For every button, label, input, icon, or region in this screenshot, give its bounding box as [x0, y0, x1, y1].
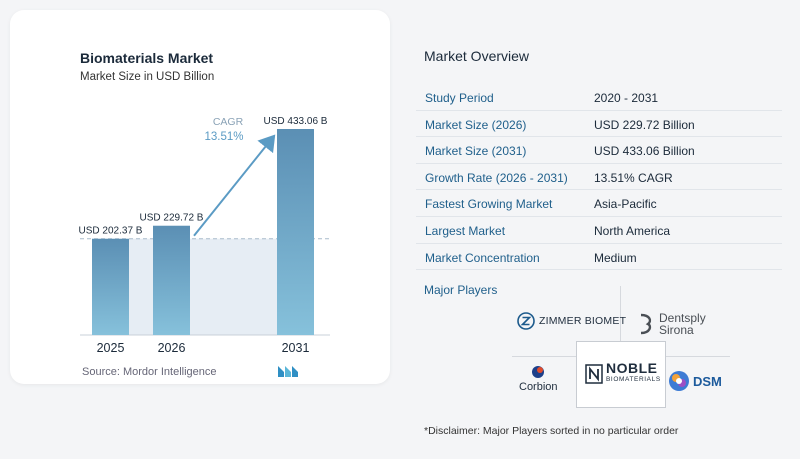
overview-label: Largest Market: [425, 224, 506, 238]
bar-2031: [277, 129, 314, 335]
data-label: USD 229.72 B: [140, 213, 204, 224]
overview-value: Asia-Pacific: [594, 197, 657, 212]
data-label: USD 202.37 B: [79, 226, 143, 237]
players-divider-h-right: [666, 356, 730, 357]
bar-2025: [92, 238, 129, 335]
overview-value: Medium: [594, 250, 637, 265]
cagr-value: 13.51%: [204, 131, 243, 143]
cagr-label: CAGR: [213, 116, 244, 128]
overview-label: Study Period: [425, 91, 494, 105]
players-divider-v-top: [620, 286, 621, 342]
noble-n-icon: [585, 364, 603, 384]
overview-row: Growth Rate (2026 - 2031) 13.51% CAGR: [416, 164, 782, 191]
noble-biomaterials-logo: NOBLE BIOMATERIALS: [585, 360, 661, 385]
overview-label: Market Size (2026): [425, 117, 527, 132]
cagr-arrow: [193, 134, 276, 237]
overview-row: Market Size (2026) USD 229.72 Billion: [416, 111, 782, 138]
dsm-mark-icon: [669, 371, 689, 391]
overview-value: North America: [594, 224, 671, 238]
dsm-text: DSM: [693, 373, 722, 389]
overview-label: Market Size (2031): [425, 144, 527, 159]
noble-box: [576, 341, 666, 408]
sirona-text: Sirona: [659, 323, 694, 337]
overview-value: 13.51% CAGR: [594, 170, 673, 185]
noble-text: NOBLE: [606, 360, 658, 376]
overview-row: Market Concentration Medium: [416, 244, 782, 271]
corbion-mark-icon: [532, 366, 545, 378]
corbion-text: Corbion: [519, 381, 558, 393]
zimmer-biomet-logo: ZIMMER BIOMET: [517, 312, 626, 330]
chart-subtitle: Market Size in USD Billion: [80, 71, 215, 83]
shaded-region: [129, 238, 277, 335]
dentsply-mark-icon: [640, 313, 652, 335]
bar-2026: [153, 225, 190, 335]
players-title: Major Players: [424, 283, 498, 297]
overview-label: Market Concentration: [425, 250, 540, 265]
mordor-logo-icon: [278, 366, 298, 377]
data-label: USD 433.06 B: [264, 116, 328, 127]
overview-value: USD 229.72 Billion: [594, 117, 695, 132]
overview-row: Largest Market North America: [416, 217, 782, 244]
overview-title: Market Overview: [424, 48, 530, 64]
x-tick-label: 2025: [97, 341, 125, 355]
zimmer-text: ZIMMER BIOMET: [539, 315, 627, 327]
biomaterials-text: BIOMATERIALS: [606, 376, 661, 383]
chart-title: Biomaterials Market: [80, 50, 214, 66]
dentsply-text: Dentsply: [659, 311, 706, 325]
corbion-logo: Corbion: [519, 365, 558, 393]
x-tick-label: 2026: [158, 341, 186, 355]
overview-row: Market Size (2031) USD 433.06 Billion: [416, 137, 782, 164]
zimmer-z-icon: [517, 312, 535, 330]
dentsply-sirona-logo: Dentsply Sirona: [638, 312, 706, 336]
disclaimer: *Disclaimer: Major Players sorted in no …: [424, 425, 679, 437]
x-tick-label: 2031: [282, 341, 310, 355]
overview-value: USD 433.06 Billion: [594, 144, 695, 159]
dsm-logo: DSM: [668, 370, 722, 392]
overview-label: Growth Rate (2026 - 2031): [425, 170, 568, 185]
players-divider-h-left: [512, 356, 576, 357]
overview-value: 2020 - 2031: [594, 91, 659, 105]
source-text: Source: Mordor Intelligence: [82, 366, 217, 378]
bar-chart: USD 202.37 B 2025 USD 229.72 B 2026 USD 433.…: [79, 116, 330, 355]
overview-row: Study Period 2020 - 2031: [416, 84, 782, 111]
overview-label: Fastest Growing Market: [425, 197, 553, 212]
overview-row: Fastest Growing Market Asia-Pacific: [416, 190, 782, 217]
